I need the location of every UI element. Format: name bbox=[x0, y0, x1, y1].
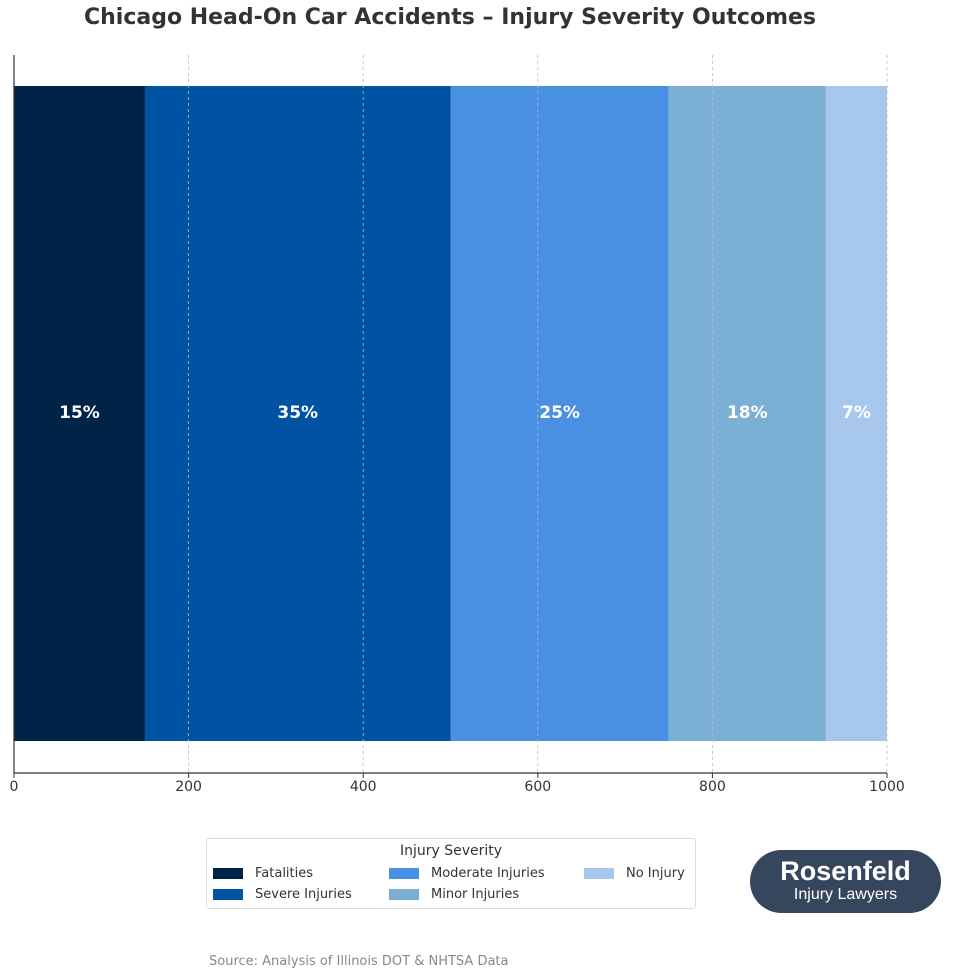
x-tick-label: 200 bbox=[175, 779, 202, 795]
bar-segment-0 bbox=[14, 86, 145, 741]
data-label: 18% bbox=[727, 403, 768, 423]
x-tick-label: 600 bbox=[524, 779, 551, 795]
legend-label: Fatalities bbox=[255, 866, 314, 881]
legend-swatch bbox=[213, 889, 243, 900]
legend-label: Severe Injuries bbox=[255, 887, 352, 902]
data-label: 25% bbox=[539, 403, 580, 423]
rosenfeld-logo: Rosenfeld Injury Lawyers bbox=[750, 850, 941, 913]
legend-label: Minor Injuries bbox=[431, 887, 520, 902]
legend-item: Minor Injuries bbox=[389, 887, 519, 902]
bar-segment-2 bbox=[450, 86, 669, 741]
bar-segment-1 bbox=[144, 86, 451, 741]
x-tick-label: 1000 bbox=[869, 779, 905, 795]
data-label: 15% bbox=[59, 403, 100, 423]
x-tick-label: 800 bbox=[699, 779, 726, 795]
legend-swatch bbox=[389, 868, 419, 879]
chart-title: Chicago Head-On Car Accidents – Injury S… bbox=[83, 5, 817, 30]
logo-line2: Injury Lawyers bbox=[793, 886, 898, 903]
legend-item: Fatalities bbox=[213, 866, 313, 881]
legend-swatch bbox=[213, 868, 243, 879]
x-tick-label: 400 bbox=[350, 779, 377, 795]
legend-item: Severe Injuries bbox=[213, 887, 352, 902]
legend-title: Injury Severity bbox=[399, 843, 503, 859]
legend: Injury Severity Fatalities Severe Injurie… bbox=[206, 838, 696, 909]
data-label: 7% bbox=[842, 403, 871, 423]
x-tick-label: 0 bbox=[10, 779, 19, 795]
logo-line1: Rosenfeld bbox=[780, 856, 911, 886]
legend-item: Moderate Injuries bbox=[389, 866, 545, 881]
legend-label: No Injury bbox=[626, 866, 685, 881]
bar-segment-3 bbox=[668, 86, 826, 741]
bar-segment-4 bbox=[825, 86, 887, 741]
source-note: Source: Analysis of Illinois DOT & NHTSA… bbox=[209, 954, 509, 969]
legend-swatch bbox=[584, 868, 614, 879]
legend-swatch bbox=[389, 889, 419, 900]
legend-label: Moderate Injuries bbox=[431, 866, 545, 881]
data-label: 35% bbox=[277, 403, 318, 423]
legend-item: No Injury bbox=[584, 866, 685, 881]
plot-area: 0 200 400 600 800 1000 15% 35% 25% 18% 7% bbox=[10, 55, 905, 795]
